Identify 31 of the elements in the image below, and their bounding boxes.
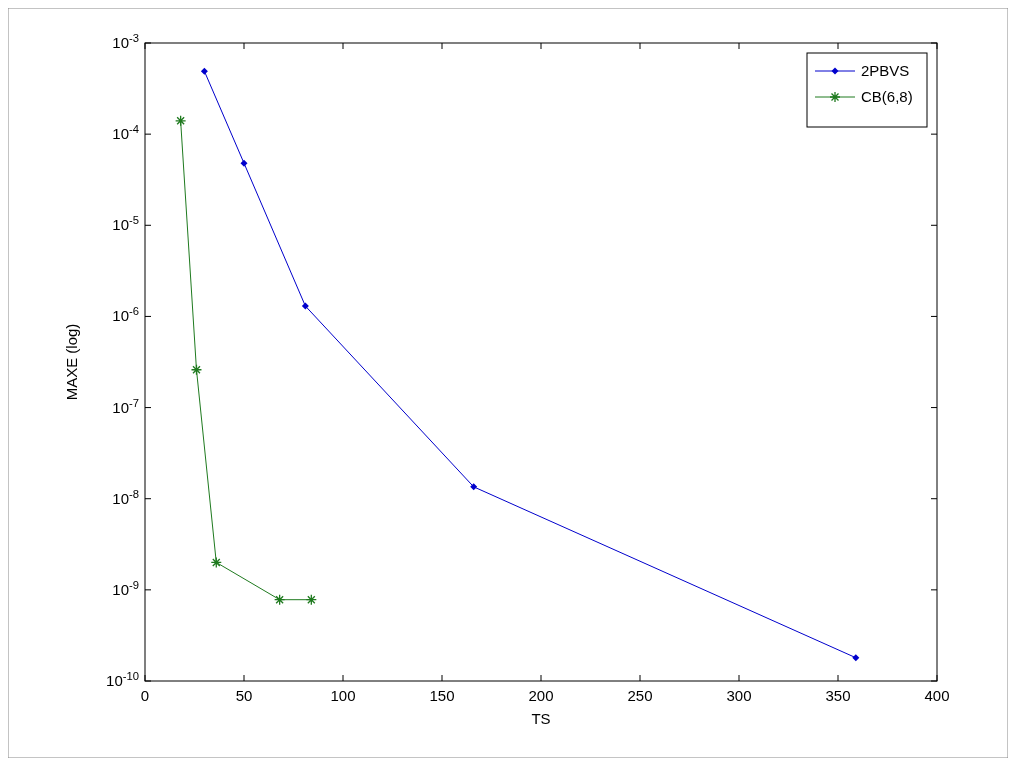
y-tick-label: 10$^{-4}$ — [112, 123, 139, 143]
x-tick-label: 0 — [140, 687, 150, 704]
point — [852, 654, 860, 662]
x-tick-label: 200 — [528, 687, 554, 704]
y-tick-label: 10$^{-8}$ — [112, 487, 139, 507]
point — [301, 302, 309, 310]
y-tick-label: 10$^{-10}$ — [106, 670, 139, 689]
y-axis-title: MAXE (log) — [63, 323, 80, 401]
y-tick-label: 10$^{-3}$ — [112, 32, 139, 51]
legend-label: 2PBVS — [861, 62, 910, 79]
y-tick-label: 10$^{-9}$ — [112, 578, 139, 598]
y-tick-label: 10$^{-5}$ — [112, 214, 139, 234]
point — [273, 594, 286, 606]
legend-label: CB(6,8) — [861, 88, 913, 105]
x-axis-title: TS — [531, 710, 551, 727]
point — [470, 483, 478, 491]
x-tick-label: 300 — [726, 687, 752, 704]
point — [210, 556, 222, 569]
x-tick-label: 100 — [330, 687, 356, 704]
point — [305, 594, 317, 606]
x-tick-label: 50 — [235, 687, 253, 704]
x-tick-label: 350 — [825, 687, 851, 704]
x-tick-label: 250 — [627, 687, 653, 704]
y-tick-label: 10$^{-7}$ — [112, 396, 139, 416]
point — [174, 115, 187, 127]
x-tick-label: 150 — [429, 687, 455, 704]
point — [240, 159, 248, 167]
point — [200, 67, 208, 75]
point — [190, 364, 203, 376]
y-tick-label: 10$^{-6}$ — [112, 305, 139, 325]
x-tick-label: 400 — [924, 687, 950, 704]
